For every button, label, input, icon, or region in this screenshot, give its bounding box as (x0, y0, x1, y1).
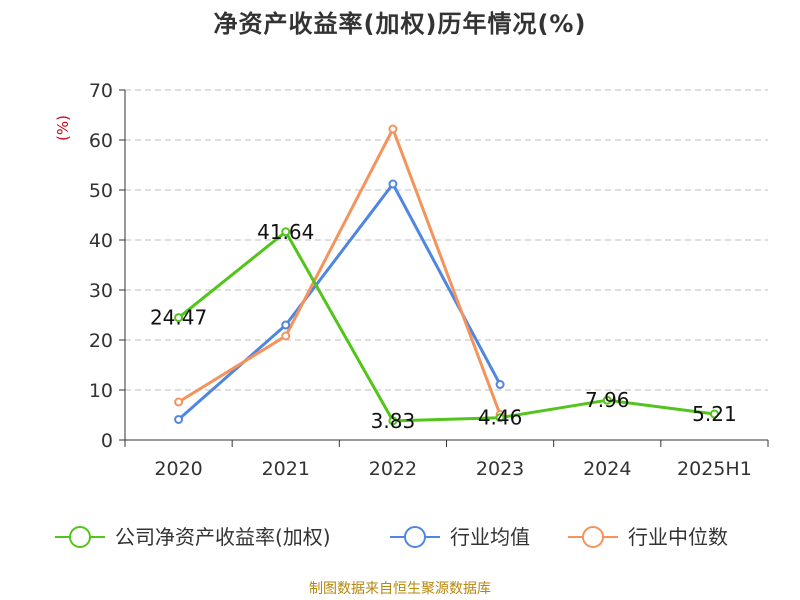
y-axis-label: (%) (54, 115, 72, 141)
data-point (709, 409, 719, 419)
series-line-2 (177, 127, 502, 416)
y-tick-label: 60 (89, 130, 113, 152)
source-note: 制图数据来自恒生聚源数据库 (309, 581, 491, 597)
data-label: 5.21 (692, 402, 737, 426)
y-tick-label: 30 (89, 280, 113, 302)
x-tick-label: 2025H1 (677, 458, 752, 480)
data-point (281, 331, 291, 341)
y-tick-label: 0 (101, 430, 113, 452)
data-point (174, 397, 184, 407)
legend-label: 行业中位数 (628, 525, 728, 549)
legend-label: 公司净资产收益率(加权) (115, 525, 331, 549)
data-point (495, 380, 505, 389)
x-tick-label: 2022 (369, 458, 417, 480)
x-tick-label: 2024 (583, 458, 631, 480)
data-label: 3.83 (371, 409, 416, 433)
y-tick-label: 20 (89, 330, 113, 352)
data-label: 41.64 (257, 220, 314, 244)
x-tick-label: 2021 (262, 458, 310, 480)
y-tick-label: 10 (89, 380, 113, 402)
series-line-0 (177, 230, 715, 423)
y-tick-label: 70 (89, 80, 113, 102)
y-tick-label: 40 (89, 230, 113, 252)
x-tick-label: 2020 (154, 458, 202, 480)
data-point (174, 415, 184, 424)
data-point (388, 124, 398, 134)
data-label: 7.96 (585, 388, 630, 412)
legend-label: 行业均值 (450, 525, 530, 549)
chart-title: 净资产收益率(加权)历年情况(%) (213, 10, 587, 38)
data-point (495, 413, 505, 423)
data-point (281, 320, 291, 330)
x-tick-label: 2023 (476, 458, 524, 480)
data-label: 4.46 (478, 406, 523, 430)
data-point (174, 313, 184, 323)
legend-marker (582, 526, 604, 548)
data-point (388, 179, 398, 189)
legend-marker (404, 526, 426, 548)
y-tick-label: 50 (89, 180, 113, 202)
data-point (281, 227, 291, 237)
legend-marker (69, 526, 91, 548)
data-point (388, 416, 398, 426)
data-point (602, 395, 612, 405)
series-line-1 (177, 182, 502, 421)
data-label: 24.47 (150, 306, 207, 330)
